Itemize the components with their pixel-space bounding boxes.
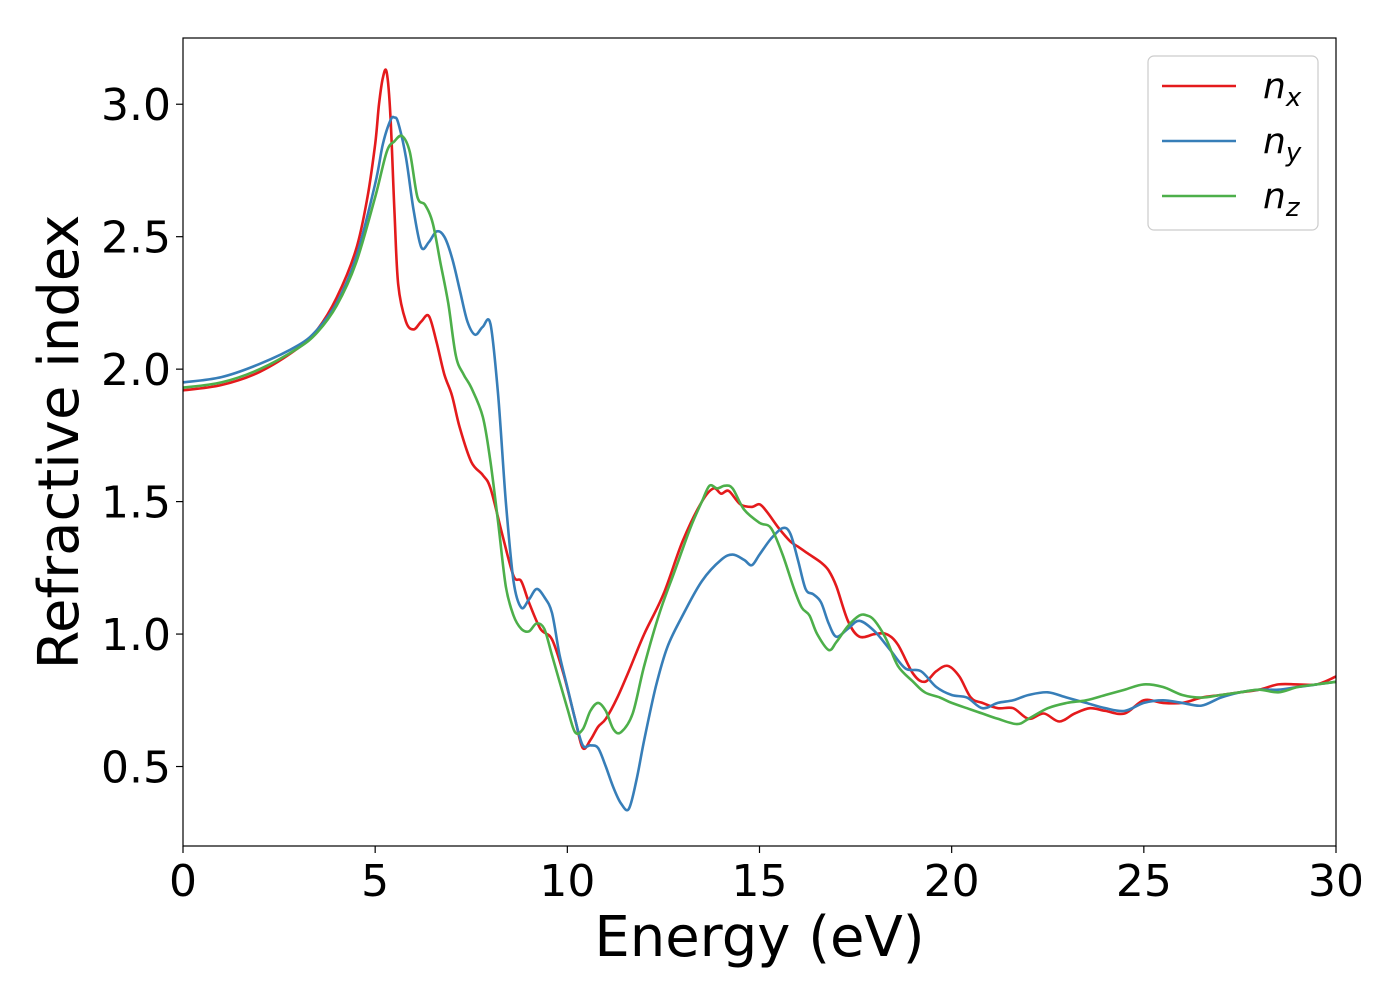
x-tick-label: 25 bbox=[1116, 856, 1172, 907]
y-tick-label: 1.5 bbox=[101, 478, 171, 529]
x-tick-label: 5 bbox=[361, 856, 389, 907]
x-tick-label: 0 bbox=[169, 856, 197, 907]
plot-lines bbox=[183, 68, 1336, 812]
x-tick-label: 15 bbox=[732, 856, 788, 907]
y-axis-title: Refractive index bbox=[27, 215, 92, 670]
legend-label-nx: nx bbox=[1263, 66, 1302, 113]
y-tick-label: 2.5 bbox=[101, 213, 171, 264]
x-tick-label: 20 bbox=[924, 856, 980, 907]
legend-label-nz: nz bbox=[1263, 176, 1301, 223]
series-line-nz bbox=[183, 134, 1336, 736]
x-tick-label: 10 bbox=[539, 856, 595, 907]
x-tick-label: 30 bbox=[1308, 856, 1364, 907]
x-axis-title: Energy (eV) bbox=[594, 905, 924, 970]
x-axis-ticks: 0 5 10 15 20 25 30 bbox=[169, 846, 1364, 907]
y-tick-label: 3.0 bbox=[101, 80, 171, 131]
y-tick-label: 1.0 bbox=[101, 610, 171, 661]
legend: nx ny nz bbox=[1147, 55, 1319, 231]
legend-box bbox=[1147, 55, 1319, 231]
legend-label-ny: ny bbox=[1263, 121, 1302, 168]
y-tick-label: 0.5 bbox=[101, 743, 171, 794]
series-line-ny bbox=[183, 115, 1336, 812]
y-axis-ticks: 0.5 1.0 1.5 2.0 2.5 3.0 bbox=[101, 80, 183, 794]
y-tick-label: 2.0 bbox=[101, 345, 171, 396]
